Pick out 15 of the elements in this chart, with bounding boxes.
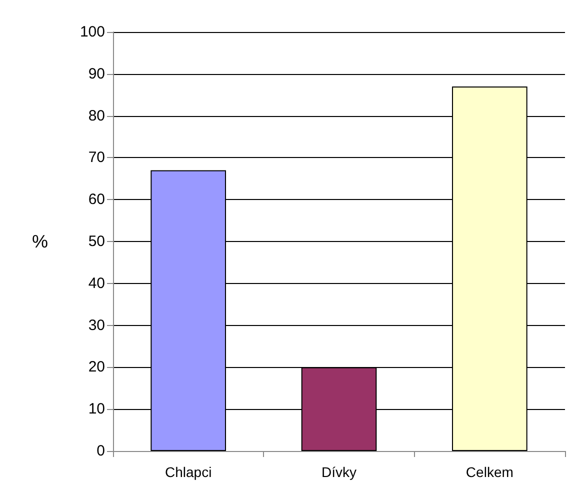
y-tick-label: 60 (88, 191, 105, 208)
y-tick-label: 30 (88, 316, 105, 334)
y-tick-label: 40 (88, 274, 105, 292)
y-tick-label: 50 (88, 233, 105, 250)
y-tick-label: 0 (96, 442, 105, 460)
y-tick-label: 90 (88, 65, 105, 82)
y-tick-label: 20 (88, 358, 105, 376)
y-tick-label: 80 (88, 107, 105, 124)
y-tick-label: 100 (80, 24, 105, 40)
x-tick-label: Chlapci (164, 464, 212, 480)
x-tick-label: Dívky (322, 464, 356, 480)
y-tick-label: 70 (88, 149, 105, 166)
x-tick-label: Celkem (466, 464, 514, 480)
y-axis-title: % (32, 232, 48, 252)
y-tick-label: 10 (88, 400, 105, 418)
